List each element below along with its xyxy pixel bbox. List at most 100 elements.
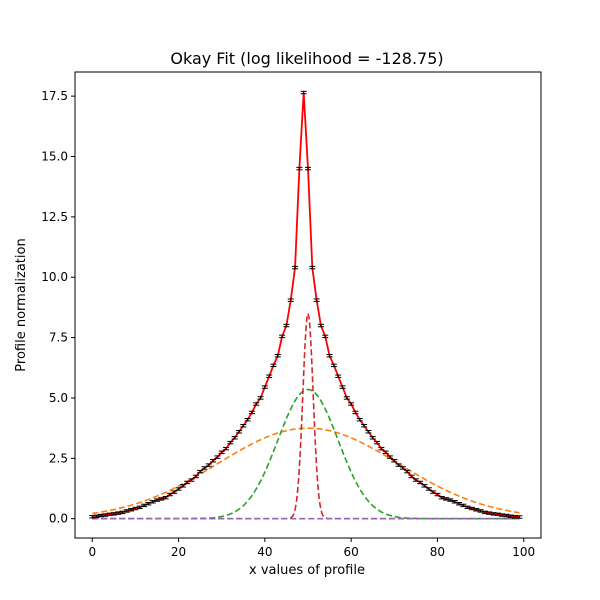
y-axis-label: Profile normalization [14,238,29,371]
data-point [335,374,342,378]
data-point [378,446,385,451]
x-tick-label: 60 [344,545,359,559]
data-point [123,509,130,513]
data-point [443,497,450,501]
data-point [261,385,268,389]
chart-title: Okay Fit (log likelihood = -128.75) [170,49,443,68]
data-point [257,396,264,400]
y-tick-label: 7.5 [49,331,68,345]
data-point [352,410,359,415]
data-point [468,506,475,511]
y-axis-ticks: 0.0 2.5 5.0 7.5 10.0 12.5 15.0 17.5 [41,89,75,526]
data-point [283,323,290,328]
data-point [421,484,428,488]
total-fit-curve [92,92,520,518]
data-point [119,510,126,515]
data-point [214,455,221,459]
data-point [223,446,230,451]
x-axis-label: x values of profile [249,563,365,578]
data-point [266,374,273,378]
data-point [227,440,234,445]
data-point [339,385,346,389]
data-point [365,430,372,434]
data-point [141,503,148,508]
data-point [438,495,445,500]
data-point [477,509,484,513]
y-tick-label: 15.0 [41,150,68,164]
data-point [516,515,523,519]
x-tick-label: 0 [88,545,96,559]
data-point [110,512,117,516]
data-point [296,166,303,171]
data-point [361,424,368,428]
data-point [158,497,165,501]
data-point [356,417,363,422]
data-point [464,505,471,510]
data-point [179,484,186,488]
data-point [408,474,415,479]
x-tick-label: 80 [430,545,445,559]
x-tick-label: 20 [171,545,186,559]
component-curve-3 [92,313,520,520]
data-point [399,466,406,470]
component-curve-1 [92,427,520,515]
data-point [391,459,398,463]
data-point [317,323,324,328]
data-point [153,498,160,502]
data-point [201,466,208,470]
data-point [175,487,182,491]
data-point [374,440,381,445]
data-point [305,166,311,171]
y-tick-label: 10.0 [41,270,68,284]
data-point [197,469,204,474]
total-fit [92,92,520,518]
data-point [188,478,195,482]
fit-components [92,313,520,520]
data-point [494,512,501,517]
data-point [287,298,294,302]
data-point [253,402,260,406]
data-point [503,513,510,518]
data-point [382,450,389,454]
data-point [322,334,329,339]
data-point [369,436,376,440]
data-point [348,402,355,406]
data-point [192,474,199,479]
plot-area [89,90,523,520]
data-point [149,500,156,504]
data-point [447,498,454,502]
data-point [210,459,217,463]
data-point [417,480,424,485]
data-point [115,511,122,515]
data-points [89,90,523,519]
data-point [292,265,299,270]
data-point [456,502,463,506]
y-tick-label: 12.5 [41,210,68,224]
data-point [231,436,238,440]
data-point [404,469,411,474]
data-point [244,417,251,422]
y-tick-label: 17.5 [41,89,68,103]
x-tick-label: 100 [512,545,535,559]
data-point [240,424,247,428]
data-point [270,363,277,368]
data-point [93,514,100,518]
data-point [132,506,139,511]
x-tick-label: 40 [257,545,272,559]
data-point [171,490,178,494]
data-point [330,363,337,368]
data-point [473,508,480,512]
data-point [205,463,212,467]
data-point [309,265,316,270]
data-point [481,510,488,515]
data-point [128,508,135,512]
data-point [162,495,169,500]
x-axis-ticks: 0 20 40 60 80 100 [88,538,535,559]
y-tick-label: 5.0 [49,391,68,405]
data-point [274,353,281,358]
data-point [486,511,493,515]
y-tick-label: 0.0 [49,512,68,526]
data-point [218,450,225,454]
data-point [102,513,109,517]
